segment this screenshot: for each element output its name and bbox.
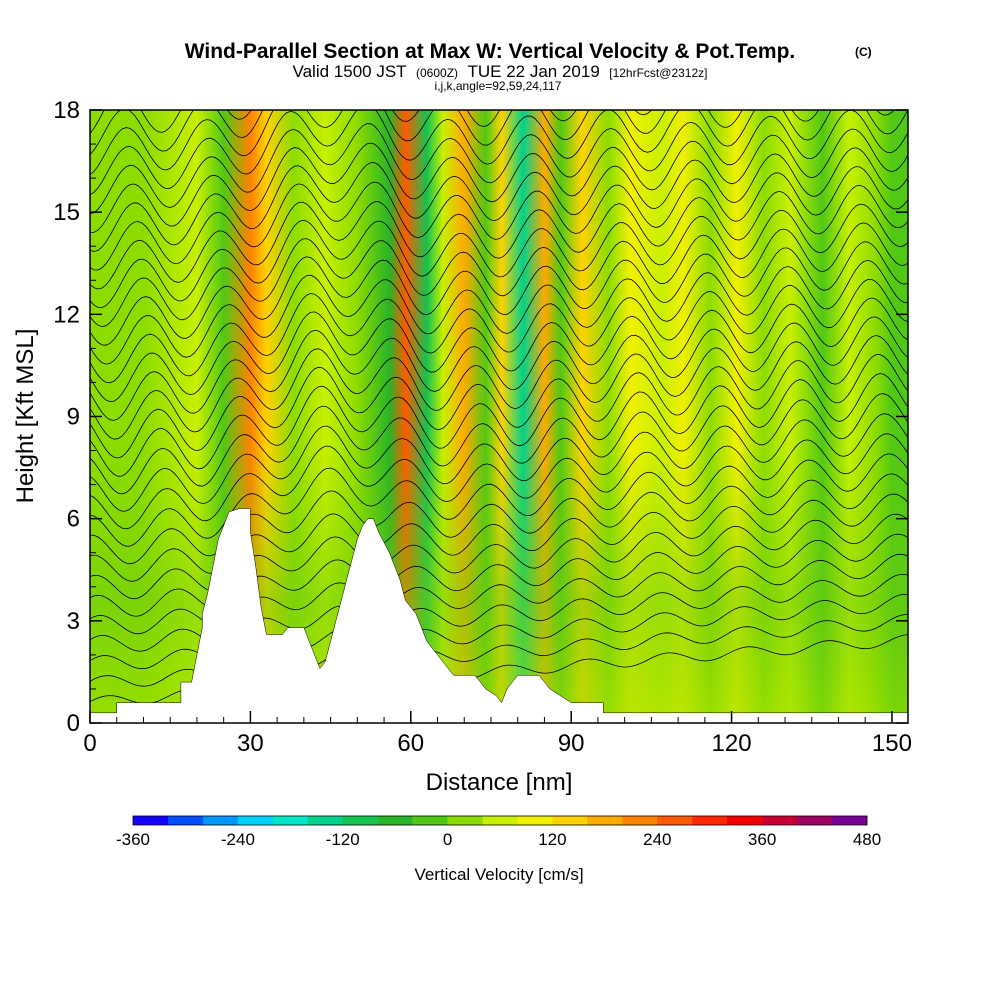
y-tick-label: 3: [67, 608, 80, 635]
terrain-mask: [90, 508, 908, 723]
colorbar-swatch: [657, 816, 693, 825]
colorbar-frame: [132, 815, 868, 826]
x-tick-label: 60: [397, 730, 424, 757]
colorbar-swatch: [727, 816, 763, 825]
colorbar-swatch: [237, 816, 274, 825]
theta-contour: [90, 128, 908, 233]
theta-contour: [90, 433, 908, 530]
colorbar-swatch: [482, 816, 518, 825]
theta-contour: [90, 184, 908, 290]
theta-contour: [90, 354, 908, 459]
x-tick-label: 0: [83, 730, 96, 757]
subtitle-date: TUE 22 Jan 2019: [467, 62, 599, 81]
theta-contour: [90, 297, 908, 403]
colorbar-swatch: [517, 816, 553, 825]
theta-contour: [90, 373, 908, 477]
colorbar-tick-label: 240: [643, 830, 671, 849]
colorbar-tick-label: -360: [116, 830, 150, 849]
chart-subtitle-indices: i,j,k,angle=92,59,24,117: [435, 79, 562, 93]
subtitle-utc: (0600Z): [416, 66, 458, 80]
theta-contour: [90, 147, 908, 252]
theta-contour: [90, 203, 908, 309]
colorbar-tick-label: 0: [443, 830, 452, 849]
theta-contour: [90, 413, 908, 512]
theta-contour: [90, 110, 908, 215]
x-tick-label: 30: [237, 730, 264, 757]
theta-contour: [90, 259, 908, 365]
colorbar-swatch: [202, 816, 239, 825]
copyright-mark: (C): [855, 45, 872, 59]
subtitle-valid: Valid 1500 JST: [293, 62, 407, 81]
colorbar: -360 -240 -120 0 120 240 360 480: [116, 815, 881, 849]
theta-contour: [90, 110, 895, 176]
axes: 0 30 60 90 120 150 0 3 6 9 12 15 18: [53, 97, 912, 757]
chart-subtitle: Valid 1500 JST (0600Z) TUE 22 Jan 2019 […: [293, 62, 708, 81]
colorbar-swatch: [552, 816, 588, 825]
colorbar-swatch: [167, 816, 204, 825]
y-tick-label: 12: [53, 301, 80, 328]
colorbar-swatch: [272, 816, 309, 825]
colorbar-swatch: [447, 816, 483, 825]
y-tick-label: 6: [67, 506, 80, 533]
y-tick-label: 0: [67, 710, 80, 737]
theta-contour: [90, 166, 908, 271]
theta-contour: [90, 278, 908, 384]
colorbar-swatch: [762, 816, 798, 825]
chart-title: Wind-Parallel Section at Max W: Vertical…: [185, 40, 796, 63]
theta-contour: [90, 335, 908, 440]
x-tick-label: 150: [872, 730, 912, 757]
colorbar-tick-label: 120: [538, 830, 566, 849]
y-tick-label: 15: [53, 199, 80, 226]
x-tick-label: 120: [712, 730, 752, 757]
colorbar-swatch: [133, 816, 169, 825]
y-tick-label: 18: [53, 97, 80, 124]
colorbar-swatch: [622, 816, 658, 825]
colorbar-swatch: [412, 816, 448, 825]
colorbar-tick-label: 480: [853, 830, 881, 849]
colorbar-swatch: [587, 816, 623, 825]
x-axis-label: Distance [nm]: [426, 769, 573, 796]
colorbar-tick-label: 360: [748, 830, 776, 849]
colorbar-swatch: [832, 816, 868, 825]
y-tick-label: 9: [67, 404, 80, 431]
x-tick-label: 90: [558, 730, 585, 757]
theta-contour: [90, 110, 908, 196]
colorbar-swatch: [342, 816, 378, 825]
theta-contour: [90, 241, 908, 346]
subtitle-forecast: [12hrFcst@2312z]: [609, 66, 707, 80]
colorbar-tick-label: -120: [326, 830, 360, 849]
colorbar-tick-label: -240: [221, 830, 255, 849]
theta-contour: [90, 393, 908, 495]
theta-contour: [90, 222, 908, 328]
colorbar-swatch: [307, 816, 344, 825]
colorbar-swatch: [797, 816, 833, 825]
theta-contour: [90, 110, 653, 155]
colorbar-swatch: [377, 816, 413, 825]
y-axis-label: Height [Kft MSL]: [12, 329, 39, 504]
theta-contour: [90, 316, 908, 421]
colorbar-swatch: [692, 816, 728, 825]
colorbar-label: Vertical Velocity [cm/s]: [414, 865, 583, 884]
